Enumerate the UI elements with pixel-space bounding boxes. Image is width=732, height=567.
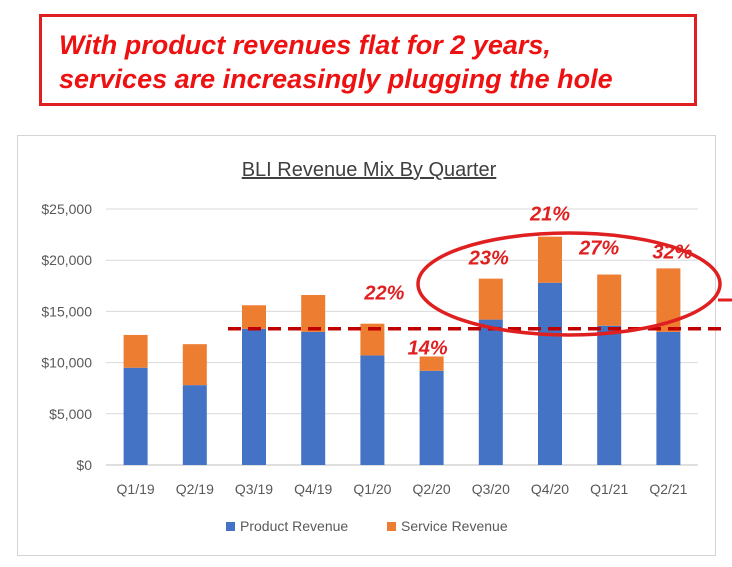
highlight-oval bbox=[416, 231, 722, 337]
headline-line-2: services are increasingly plugging the h… bbox=[59, 64, 613, 94]
x-tick-label: Q2/19 bbox=[176, 481, 214, 497]
bar-service-revenue bbox=[123, 334, 148, 368]
legend-label: Product Revenue bbox=[240, 518, 348, 534]
bar-service-revenue bbox=[301, 295, 326, 332]
x-tick-label: Q4/19 bbox=[294, 481, 332, 497]
bar-product-revenue bbox=[301, 331, 326, 465]
legend-swatch bbox=[387, 522, 396, 531]
bar-product-revenue bbox=[182, 385, 207, 465]
headline-box: With product revenues flat for 2 years, … bbox=[39, 14, 697, 106]
x-tick-label: Q4/20 bbox=[531, 481, 569, 497]
percentage-annotation: 32% bbox=[652, 241, 692, 263]
y-tick-label: $20,000 bbox=[41, 252, 92, 268]
chart-title: BLI Revenue Mix By Quarter bbox=[242, 159, 497, 181]
x-tick-label: Q1/20 bbox=[353, 481, 391, 497]
bar-service-revenue bbox=[242, 305, 266, 329]
bar-service-revenue bbox=[597, 274, 622, 326]
legend-swatch bbox=[226, 522, 235, 531]
bar-service-revenue bbox=[419, 356, 444, 371]
legend: Product Revenue Service Revenue bbox=[226, 518, 508, 534]
bar-product-revenue bbox=[419, 370, 444, 465]
y-tick-label: $25,000 bbox=[41, 201, 92, 217]
y-tick-label: $10,000 bbox=[41, 355, 92, 371]
bar-product-revenue bbox=[360, 355, 385, 465]
bar-service-revenue bbox=[538, 236, 562, 283]
percentage-annotation: 23% bbox=[468, 248, 509, 270]
percentage-annotation: 21% bbox=[529, 204, 570, 226]
bar-product-revenue bbox=[538, 282, 562, 465]
bar-product-revenue bbox=[656, 331, 681, 465]
bar-product-revenue bbox=[478, 319, 503, 465]
percentage-annotation: 22% bbox=[363, 283, 404, 305]
bar-product-revenue bbox=[242, 328, 266, 465]
x-tick-label: Q1/19 bbox=[117, 481, 155, 497]
percentage-annotation: 27% bbox=[578, 238, 619, 260]
legend-label: Service Revenue bbox=[401, 518, 508, 534]
x-axis-ticks: Q1/19 Q2/19 Q3/19 Q4/19 Q1/20 Q2/20 Q3/20 Q4/20… bbox=[117, 481, 688, 497]
y-axis-ticks: $0 $5,000 $10,000 $15,000 $20,000 $25,000 bbox=[41, 201, 92, 473]
bar-product-revenue bbox=[597, 325, 622, 465]
y-tick-label: $5,000 bbox=[49, 406, 92, 422]
bar-service-revenue bbox=[478, 278, 503, 320]
bar-layer bbox=[123, 236, 681, 465]
bar-service-revenue bbox=[182, 344, 207, 386]
headline-line-1: With product revenues flat for 2 years, bbox=[59, 30, 551, 60]
x-tick-label: Q2/20 bbox=[413, 481, 451, 497]
highlight-oval-layer bbox=[416, 231, 732, 337]
x-tick-label: Q2/21 bbox=[649, 481, 687, 497]
annotation-layer: 22% 14% 23% 21% 27% 32% bbox=[363, 204, 692, 360]
y-tick-label: $0 bbox=[76, 457, 92, 473]
y-tick-label: $15,000 bbox=[41, 303, 92, 319]
x-tick-label: Q1/21 bbox=[590, 481, 628, 497]
x-tick-label: Q3/19 bbox=[235, 481, 273, 497]
x-tick-label: Q3/20 bbox=[472, 481, 510, 497]
bar-product-revenue bbox=[123, 367, 148, 465]
percentage-annotation: 14% bbox=[408, 337, 448, 359]
